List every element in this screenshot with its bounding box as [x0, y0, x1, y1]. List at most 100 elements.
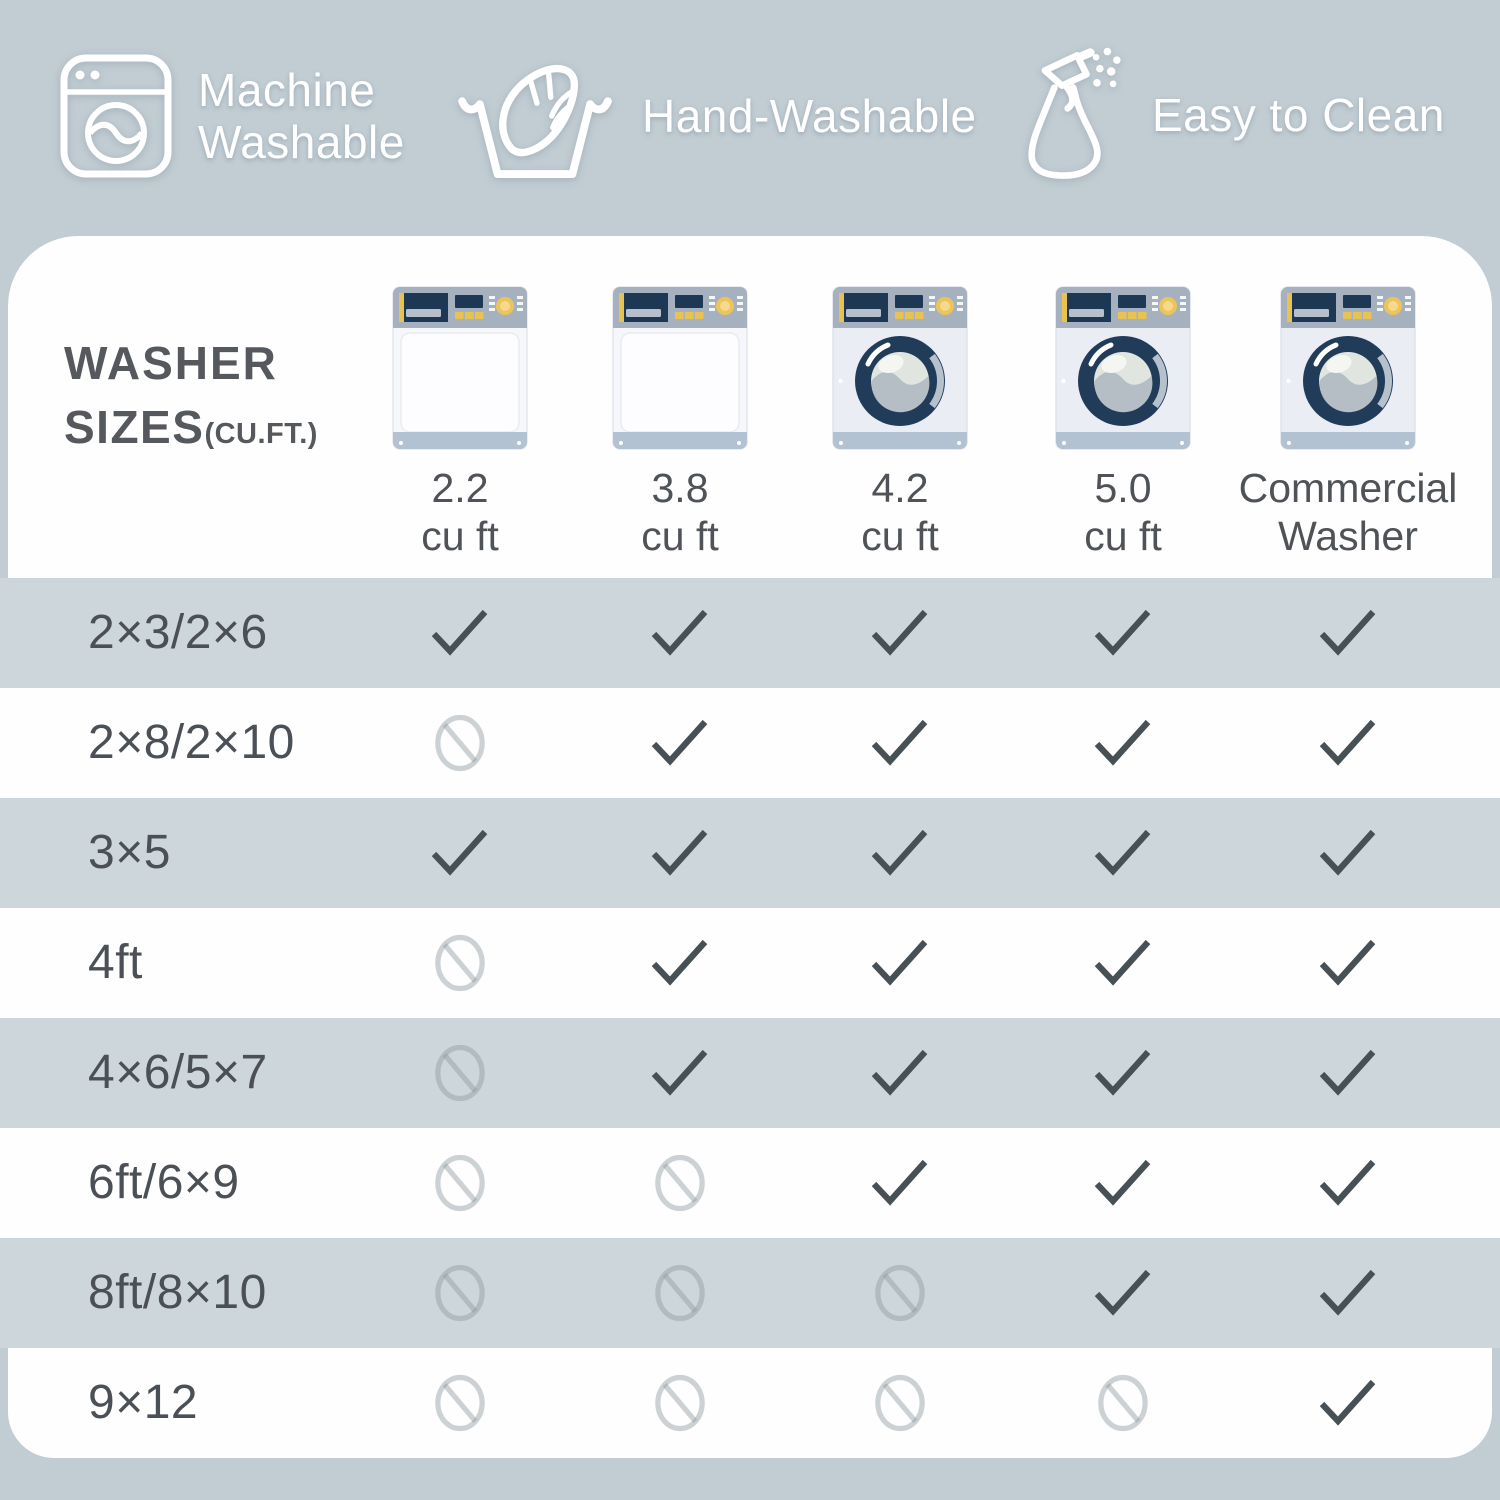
washer-column-label-line: 3.8 — [651, 465, 709, 511]
check-icon — [1319, 1379, 1376, 1426]
table-cell — [1316, 578, 1380, 688]
row-label: 9×12 — [88, 1376, 199, 1429]
row-label: 6ft/6×9 — [88, 1156, 240, 1209]
check-icon — [1319, 719, 1376, 766]
check-icon — [1094, 719, 1151, 766]
table-cell — [428, 1238, 492, 1348]
not-available-icon — [435, 934, 485, 992]
washing-machine-icon — [60, 54, 172, 178]
check-icon — [1319, 1159, 1376, 1206]
hand-wash-icon — [458, 64, 612, 179]
table-cell — [1091, 798, 1155, 908]
size-compatibility-table: 2×3/2×6 2×8/2×10 3×5 4ft 4×6/5×7 — [0, 578, 1500, 1458]
table-cell — [1091, 1018, 1155, 1128]
front-load-washer-icon — [1055, 286, 1191, 450]
table-cell — [428, 1128, 492, 1238]
feature-easy-to-clean: Easy to Clean — [1026, 44, 1445, 186]
check-icon — [1094, 609, 1151, 656]
feature-label: Easy to Clean — [1152, 89, 1445, 141]
table-cell — [1091, 1348, 1155, 1458]
washer-column-label-line: 5.0 — [1094, 465, 1152, 511]
table-cell — [428, 578, 492, 688]
spray-mist-dots — [1092, 47, 1121, 88]
not-available-icon — [1098, 1374, 1148, 1432]
check-icon — [651, 719, 708, 766]
table-row-8ft/8×10: 8ft/8×10 — [0, 1238, 1500, 1348]
table-cell — [1316, 1238, 1380, 1348]
not-available-icon — [655, 1264, 705, 1322]
table-cell — [868, 1238, 932, 1348]
table-cell — [868, 688, 932, 798]
check-icon — [1319, 939, 1376, 986]
table-cell — [428, 1018, 492, 1128]
row-label: 2×8/2×10 — [88, 716, 295, 769]
table-cell — [1316, 1128, 1380, 1238]
table-row-3×5: 3×5 — [0, 798, 1500, 908]
table-row-6ft/6×9: 6ft/6×9 — [0, 1128, 1500, 1238]
table-cell — [1091, 1238, 1155, 1348]
table-cell — [868, 578, 932, 688]
washer-column-3: 4.2 cu ft — [790, 286, 1010, 560]
table-cell — [868, 1348, 932, 1458]
washer-column-label-line: 4.2 — [871, 465, 929, 511]
feature-label-line: Easy to Clean — [1152, 88, 1445, 141]
check-icon — [651, 939, 708, 986]
check-icon — [1094, 829, 1151, 876]
table-row-9×12: 9×12 — [8, 1348, 1492, 1458]
washer-sizes-title: WASHER SIZES(CU.FT.) — [64, 340, 318, 450]
washer-sizes-title-line1: WASHER — [64, 337, 278, 389]
washer-column-4: 5.0 cu ft — [1013, 286, 1233, 560]
washer-column-label-line: Washer — [1278, 512, 1418, 559]
table-cell — [648, 1348, 712, 1458]
table-cell — [868, 1128, 932, 1238]
washer-column-label: Commercial Washer — [1238, 465, 1458, 560]
washer-column-label-line: cu ft — [861, 512, 939, 559]
check-icon — [1094, 1159, 1151, 1206]
table-cell — [648, 688, 712, 798]
not-available-icon — [655, 1154, 705, 1212]
check-icon — [651, 1049, 708, 1096]
washer-column-2: 3.8 cu ft — [570, 286, 790, 560]
feature-label-line: Hand-Washable — [642, 89, 977, 142]
not-available-icon — [435, 714, 485, 772]
table-cell — [1091, 578, 1155, 688]
table-cell — [1316, 798, 1380, 908]
table-cell — [1316, 688, 1380, 798]
not-available-icon — [435, 1264, 485, 1322]
feature-label-line: Washable — [198, 116, 405, 168]
table-cell — [428, 908, 492, 1018]
row-label: 8ft/8×10 — [88, 1266, 267, 1319]
table-cell — [1091, 688, 1155, 798]
washer-column-1: 2.2 cu ft — [350, 286, 570, 560]
spray-bottle-icon — [1028, 47, 1121, 179]
washer-sizes-unit: (CU.FT.) — [204, 418, 318, 450]
washer-column-label-line: 2.2 — [431, 465, 489, 511]
check-icon — [1094, 1049, 1151, 1096]
check-icon — [431, 609, 488, 656]
check-icon — [1319, 609, 1376, 656]
check-icon — [871, 829, 928, 876]
washer-sizes-card: WASHER SIZES(CU.FT.) 2.2 cu ft — [8, 236, 1492, 578]
table-cell — [428, 798, 492, 908]
check-icon — [871, 1049, 928, 1096]
feature-label-line: Machine — [198, 63, 376, 116]
row-label: 3×5 — [88, 826, 171, 879]
check-icon — [1094, 939, 1151, 986]
washer-column-label-line: cu ft — [1084, 512, 1162, 559]
table-row-2×3/2×6: 2×3/2×6 — [0, 578, 1500, 688]
washer-column-label: 5.0 cu ft — [1013, 465, 1233, 560]
check-icon — [1319, 829, 1376, 876]
row-label: 4ft — [88, 936, 143, 989]
table-row-4ft: 4ft — [0, 908, 1500, 1018]
not-available-icon — [435, 1374, 485, 1432]
top-load-washer-icon — [612, 286, 748, 450]
check-icon — [431, 829, 488, 876]
table-cell — [1091, 1128, 1155, 1238]
check-icon — [651, 829, 708, 876]
not-available-icon — [435, 1154, 485, 1212]
table-cell — [1316, 908, 1380, 1018]
feature-label: Hand-Washable — [642, 90, 977, 142]
table-cell — [1091, 908, 1155, 1018]
front-load-washer-icon — [1280, 286, 1416, 450]
check-icon — [871, 1159, 928, 1206]
